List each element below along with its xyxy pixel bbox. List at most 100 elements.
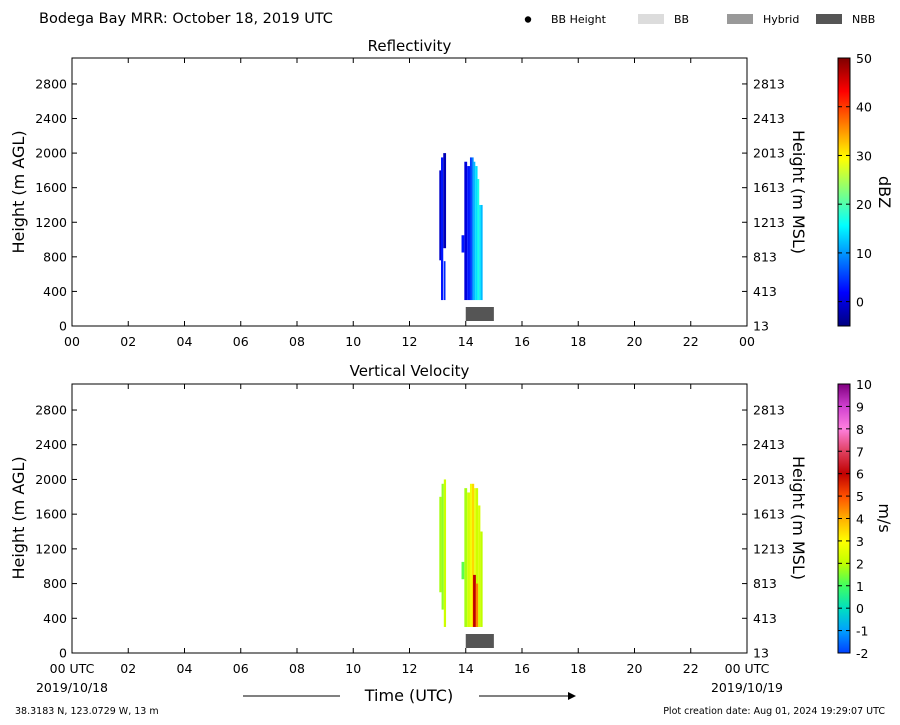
reflectivity-data-cell <box>467 166 470 301</box>
reflectivity-ytick-right-label: 1613 <box>753 180 785 195</box>
velocity-data-cell <box>464 488 468 627</box>
velocity-ytick-label: 2000 <box>35 472 67 487</box>
reflectivity-ytick-label: 1200 <box>35 215 67 230</box>
legend-swatch <box>816 14 842 24</box>
reflectivity-xtick-label: 10 <box>345 334 361 349</box>
reflectivity-colorbar-tick-label: 20 <box>856 197 872 212</box>
velocity-bright-band-bar <box>465 634 494 648</box>
velocity-ytick-label: 1200 <box>35 541 67 556</box>
reflectivity-xtick-label: 16 <box>514 334 530 349</box>
reflectivity-ytick-label: 2000 <box>35 146 67 161</box>
reflectivity-xtick-label: 12 <box>402 334 418 349</box>
velocity-xtick-label: 02 <box>120 661 136 676</box>
reflectivity-title: Reflectivity <box>368 37 452 55</box>
legend-label: NBB <box>852 13 875 26</box>
velocity-colorbar-tick-label: -2 <box>856 646 868 661</box>
reflectivity-data-cell <box>439 170 441 261</box>
reflectivity-bright-band-bar <box>465 307 494 321</box>
velocity-colorbar-tick-label: 1 <box>856 579 864 594</box>
reflectivity-ytick-label: 0 <box>59 319 67 334</box>
velocity-ytick-label: 1600 <box>35 507 67 522</box>
velocity-xtick-label: 20 <box>627 661 643 676</box>
legend-swatch <box>727 14 753 24</box>
reflectivity-ylabel: Height (m AGL) <box>9 130 28 253</box>
reflectivity-data-cell <box>480 204 483 301</box>
reflectivity-ytick-label: 800 <box>43 249 67 264</box>
reflectivity-colorbar-tick-label: 50 <box>856 51 872 66</box>
velocity-data-cell <box>461 561 465 580</box>
velocity-plot-frame <box>71 383 748 654</box>
reflectivity-data-cell <box>443 153 447 249</box>
legend-swatch <box>638 14 664 24</box>
velocity-panel: Vertical Velocity 00 UTC 02 04 06 08 10 12 14 16… <box>9 362 894 676</box>
velocity-data-cell <box>480 531 483 627</box>
reflectivity-data-cell <box>473 161 476 301</box>
reflectivity-data-cell <box>461 235 465 253</box>
velocity-colorbar-tick-label: 7 <box>856 444 864 459</box>
velocity-ytick-label: 2400 <box>35 437 67 452</box>
velocity-cells <box>439 479 483 627</box>
reflectivity-cells <box>439 153 483 301</box>
reflectivity-ytick-right-label: 2413 <box>753 111 785 126</box>
reflectivity-plot-frame <box>71 57 748 327</box>
velocity-xtick-label: 16 <box>514 661 530 676</box>
velocity-colorbar-tick-label: 8 <box>856 422 864 437</box>
reflectivity-data-cell <box>464 161 468 301</box>
reflectivity-ytick-right-label: 1213 <box>753 215 785 230</box>
reflectivity-colorbar-fill <box>837 57 851 327</box>
velocity-ytick-label: 2800 <box>35 403 67 418</box>
velocity-ytick-right-label: 813 <box>753 576 777 591</box>
location-text: 38.3183 N, 123.0729 W, 13 m <box>15 706 159 717</box>
velocity-data-cell <box>441 483 444 610</box>
velocity-xtick-label: 10 <box>345 661 361 676</box>
reflectivity-ylabel-right: Height (m MSL) <box>789 130 808 254</box>
velocity-data-cell <box>471 483 475 627</box>
reflectivity-ytick-right-label: 813 <box>753 249 777 264</box>
reflectivity-data-cell <box>443 261 446 301</box>
velocity-data-cell <box>473 574 476 627</box>
velocity-xtick-label: 06 <box>233 661 249 676</box>
velocity-data-cell <box>467 492 470 627</box>
reflectivity-ytick-right-label: 13 <box>753 319 769 334</box>
time-arrow-head <box>568 692 576 700</box>
reflectivity-ytick-label: 2400 <box>35 111 67 126</box>
velocity-ytick-right-label: 413 <box>753 611 777 626</box>
velocity-ytick-right-label: 2013 <box>753 472 785 487</box>
velocity-bright-band <box>465 634 494 648</box>
reflectivity-colorbar-tick-label: 10 <box>856 246 872 261</box>
reflectivity-xtick-label: 00 <box>64 334 80 349</box>
reflectivity-ytick-label: 400 <box>43 284 67 299</box>
reflectivity-xtick-label: 02 <box>120 334 136 349</box>
reflectivity-xtick-label: 20 <box>627 334 643 349</box>
velocity-data-cell <box>439 496 442 593</box>
velocity-data-cell <box>469 483 472 627</box>
reflectivity-data-cell <box>475 166 478 301</box>
reflectivity-xtick-label: 22 <box>683 334 699 349</box>
velocity-ytick-right-label: 1613 <box>753 507 785 522</box>
velocity-xtick-label: 00 UTC <box>50 661 95 676</box>
figure-title: Bodega Bay MRR: October 18, 2019 UTC <box>39 11 333 27</box>
legend-label: BB Height <box>551 13 607 26</box>
reflectivity-bright-band <box>465 307 494 321</box>
reflectivity-ytick-label: 2800 <box>35 76 67 91</box>
reflectivity-ytick-right-label: 413 <box>753 284 777 299</box>
velocity-colorbar-label: m/s <box>875 503 894 532</box>
velocity-colorbar-tick-label: 6 <box>856 467 864 482</box>
velocity-ytick-label: 0 <box>59 646 67 661</box>
velocity-xtick-label: 04 <box>177 661 193 676</box>
reflectivity-ytick-label: 1600 <box>35 180 67 195</box>
velocity-ytick-label: 800 <box>43 576 67 591</box>
velocity-colorbar-tick-label: 9 <box>856 399 864 414</box>
velocity-colorbar-tick-label: -1 <box>856 624 868 639</box>
velocity-colorbar-tick-label: 2 <box>856 556 864 571</box>
velocity-ytick-right-label: 13 <box>753 646 769 661</box>
creation-date-text: Plot creation date: Aug 01, 2024 19:29:0… <box>663 706 885 717</box>
reflectivity-data-cell <box>479 204 481 301</box>
velocity-data-cell <box>474 488 476 627</box>
legend-label: BB <box>674 13 689 26</box>
velocity-title: Vertical Velocity <box>350 362 470 380</box>
velocity-ytick-right-label: 2413 <box>753 437 785 452</box>
velocity-colorbar-tick-label: 5 <box>856 489 864 504</box>
